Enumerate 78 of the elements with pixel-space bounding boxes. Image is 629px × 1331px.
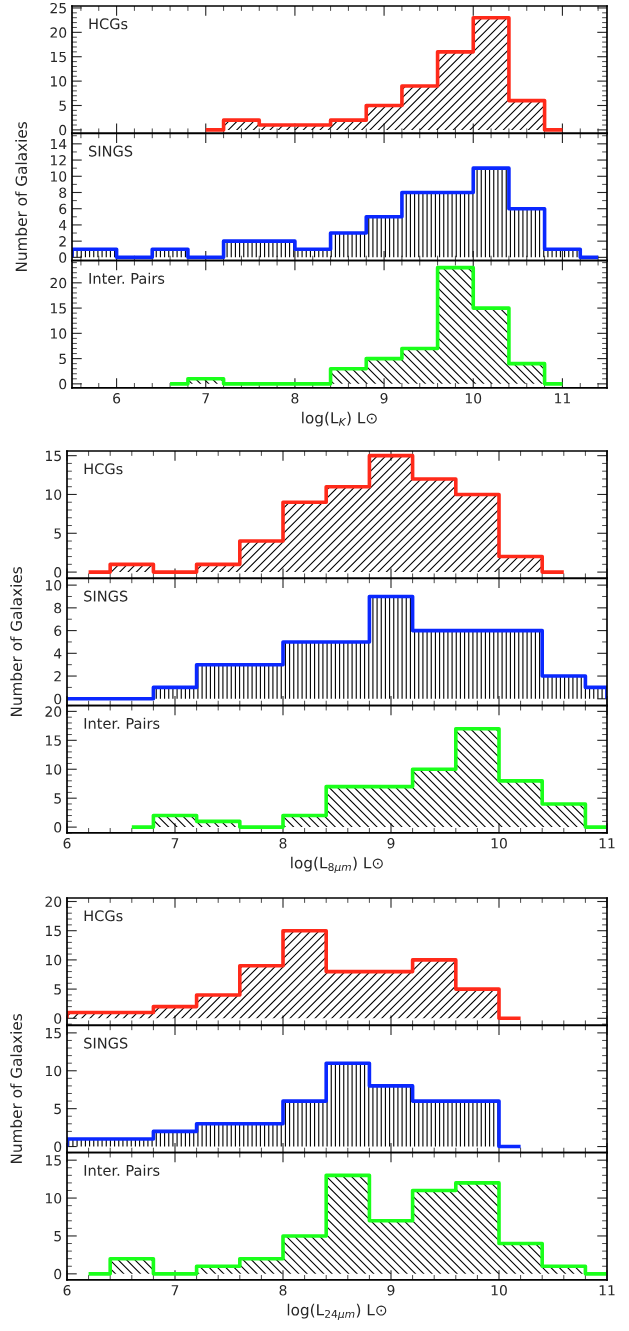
y-tick-label: 15	[45, 1155, 61, 1166]
y-tick-label: 20	[45, 706, 62, 717]
x-tick-label: 7	[171, 1285, 179, 1296]
y-tick-label: 10	[45, 489, 62, 500]
x-tick-label: 11	[555, 393, 570, 404]
annotation: SINGS	[84, 1037, 128, 1049]
y-tick-label: 10	[45, 580, 62, 591]
y-axis-title: Number of Galaxies	[15, 122, 28, 272]
y-tick-label: 0	[59, 378, 67, 390]
x-tick-label: 11	[599, 838, 615, 849]
y-tick-label: 15	[50, 303, 66, 314]
y-tick-label: 5	[54, 793, 61, 804]
y-tick-label: 20	[50, 27, 67, 38]
y-tick-label: 14	[50, 138, 67, 150]
y-tick-label: 5	[59, 100, 66, 111]
y-tick-label: 6	[59, 203, 67, 215]
y-tick-label: 15	[45, 925, 61, 937]
x-axis-title: log(L$_{8μm}$) L⊙	[291, 856, 383, 874]
x-tick-label: 11	[599, 1285, 615, 1296]
y-tick-label: 5	[59, 353, 66, 365]
x-tick-label: 8	[279, 1285, 287, 1296]
y-tick-label: 10	[50, 76, 67, 87]
x-axis-title: log(L$_{K}$) L⊙	[302, 411, 377, 427]
y-tick-label: 0	[54, 1268, 62, 1280]
y-tick-label: 2	[59, 236, 66, 247]
y-tick-label: 8	[59, 187, 67, 198]
y-axis-title: Number of Galaxies	[10, 567, 23, 717]
y-tick-label: 10	[45, 1065, 62, 1077]
y-tick-label: 5	[54, 984, 61, 995]
y-tick-label: 0	[54, 822, 62, 833]
y-tick-label: 20	[50, 277, 67, 289]
y-tick-label: 0	[54, 1141, 62, 1153]
y-tick-label: 2	[54, 671, 61, 682]
y-tick-label: 20	[45, 896, 62, 907]
annotation: HCGs	[84, 910, 123, 922]
annotation: Inter. Pairs	[84, 1164, 160, 1176]
y-tick-label: 6	[54, 625, 62, 637]
x-tick-label: 9	[387, 838, 395, 849]
y-tick-label: 10	[45, 1193, 62, 1204]
y-tick-label: 0	[54, 1013, 62, 1024]
y-tick-label: 0	[59, 252, 67, 263]
y-tick-label: 25	[50, 2, 66, 14]
annotation: Inter. Pairs	[89, 272, 165, 284]
y-tick-label: 10	[50, 171, 67, 182]
annotation: Inter. Pairs	[84, 717, 160, 729]
annotation: SINGS	[89, 145, 133, 157]
x-tick-label: 8	[291, 393, 299, 404]
y-tick-label: 10	[45, 764, 62, 775]
x-tick-label: 9	[380, 393, 388, 404]
y-tick-label: 4	[53, 648, 62, 659]
y-tick-label: 0	[54, 693, 62, 705]
y-axis-title: Number of Galaxies	[10, 1014, 23, 1164]
y-tick-label: 15	[45, 735, 61, 746]
annotation: SINGS	[84, 590, 128, 602]
x-tick-label: 10	[465, 393, 482, 404]
y-tick-label: 5	[54, 1103, 61, 1115]
y-tick-label: 15	[50, 51, 66, 63]
x-tick-label: 10	[491, 1285, 507, 1296]
y-tick-label: 10	[50, 328, 67, 339]
x-tick-label: 6	[113, 393, 121, 404]
y-tick-label: 15	[45, 1028, 61, 1039]
y-tick-label: 0	[54, 567, 62, 578]
y-tick-label: 4	[58, 220, 67, 231]
y-tick-label: 8	[54, 602, 62, 614]
y-tick-label: 5	[54, 528, 61, 539]
x-tick-label: 7	[202, 393, 209, 404]
y-tick-label: 10	[45, 954, 62, 966]
y-tick-label: 12	[50, 155, 66, 166]
x-tick-label: 8	[279, 838, 287, 849]
y-tick-label: 15	[45, 450, 61, 462]
annotation: HCGs	[89, 18, 128, 30]
x-tick-label: 10	[491, 838, 507, 849]
y-tick-label: 5	[54, 1231, 61, 1242]
annotation: HCGs	[84, 463, 123, 475]
x-tick-label: 9	[387, 1285, 395, 1296]
x-axis-title: log(L$_{24μm}$) L⊙	[287, 1303, 387, 1321]
y-tick-label: 0	[59, 124, 67, 136]
x-tick-label: 7	[171, 838, 179, 849]
